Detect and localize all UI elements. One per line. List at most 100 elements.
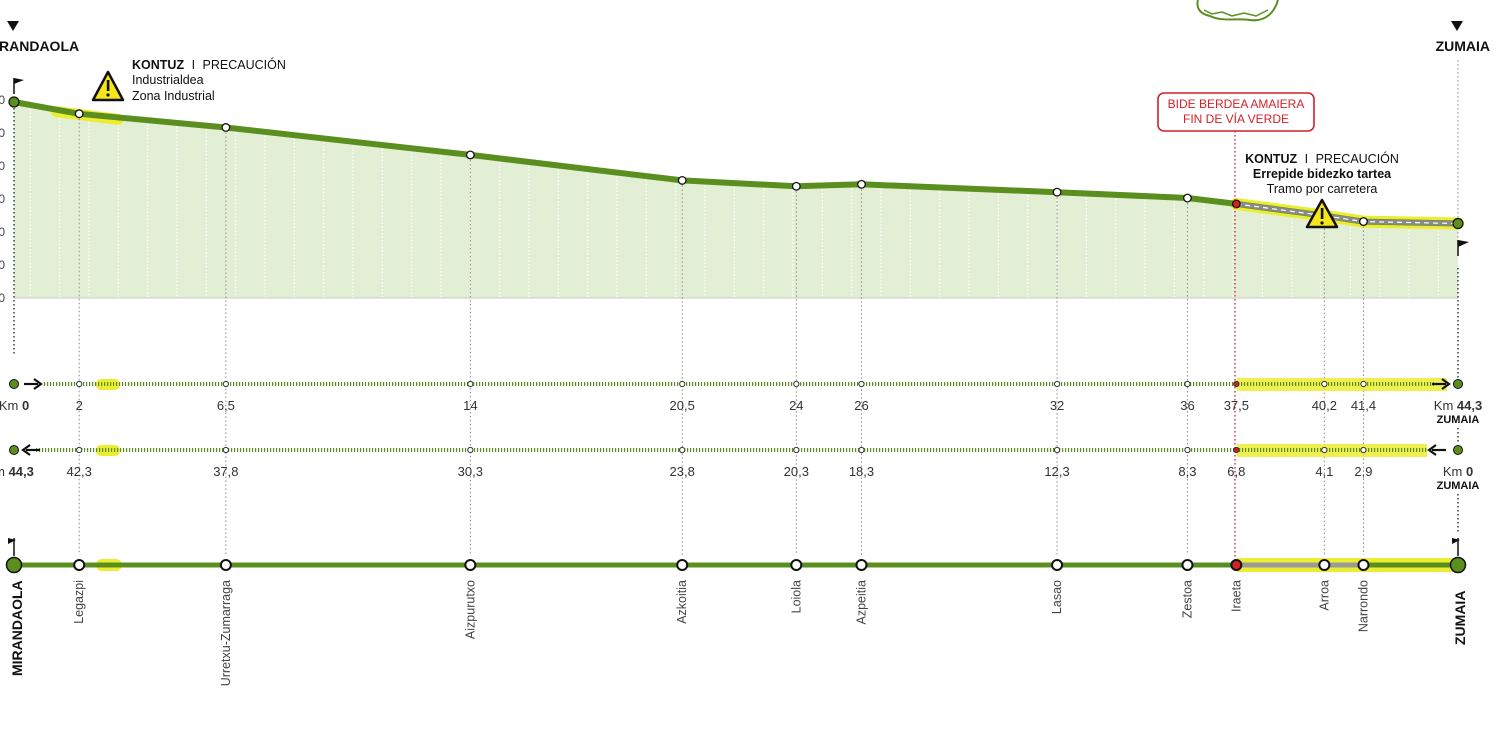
forward-start-dot — [9, 379, 19, 389]
profile-station-dot — [791, 181, 801, 191]
profile-station-dot — [677, 175, 687, 185]
profile-station-dots — [74, 109, 1368, 227]
km-label: 37,5 — [1224, 398, 1249, 413]
profile-station-dot — [465, 150, 475, 160]
end-of-greenway-label: BIDE BERDEA AMAIERA FIN DE VÍA VERDE — [1157, 92, 1315, 132]
km-label: 12,3 — [1044, 464, 1069, 479]
station-name: Lasao — [1050, 580, 1064, 614]
arrow-left-icon — [21, 444, 40, 456]
warning-line-1: Industrialdea — [132, 73, 204, 87]
y-tick-label: 0 — [0, 225, 5, 239]
end-flag-icon — [1452, 538, 1460, 556]
end-marker-arrow-icon — [1451, 21, 1463, 31]
warning-icon — [1305, 198, 1339, 229]
station-name: Azpeitia — [854, 580, 868, 625]
station-dot — [676, 559, 689, 571]
start-station-dot — [5, 556, 23, 574]
km-end-value: 44,3 — [1457, 398, 1482, 413]
end-vertical-name: ZUMAIA — [1452, 591, 1468, 645]
start-marker-arrow-icon — [7, 21, 19, 31]
y-tick-label: 0 — [0, 291, 5, 305]
arrow-left-icon — [1427, 444, 1446, 456]
y-axis-ticks: 0 0 0 0 0 0 0 — [0, 93, 5, 305]
profile-start-dot — [8, 96, 20, 108]
y-tick-label: 0 — [0, 159, 5, 173]
elevation-area — [14, 102, 1458, 298]
station-dot — [1051, 559, 1064, 571]
station-name: Azkoitia — [675, 580, 689, 624]
km-end-place: ZUMAIA — [1437, 414, 1480, 426]
km-label: 41,4 — [1351, 398, 1376, 413]
y-tick-label: 0 — [0, 258, 5, 272]
start-flag-icon — [8, 538, 16, 556]
station-dot — [464, 559, 477, 571]
separator: I — [192, 58, 195, 72]
km-label: 2,9 — [1354, 464, 1372, 479]
km-dot — [679, 380, 686, 388]
y-tick-label: 0 — [0, 126, 5, 140]
reverse-start-dot — [9, 445, 19, 455]
km-label: 20,3 — [784, 464, 809, 479]
km-label: 18,3 — [849, 464, 874, 479]
km-prefix: Km — [1434, 398, 1454, 413]
station-name: Narrondo — [1356, 580, 1370, 632]
kontuz-label: KONTUZ — [132, 58, 184, 72]
km-label: 14 — [463, 398, 477, 413]
station-name: Legazpi — [72, 580, 86, 624]
end-greenway-line-1: BIDE BERDEA AMAIERA — [1168, 97, 1305, 111]
station-dot — [790, 559, 803, 571]
linear-route-map: MIRANDAOLA ZUMAIA Legazpi Urretxu-Zumarra… — [5, 538, 1468, 686]
svg-text:Km 0: Km 0 — [1443, 464, 1473, 479]
km-start-value: 0 — [22, 398, 29, 413]
station-dot — [1230, 559, 1243, 571]
svg-text:m 44,3: m 44,3 — [0, 464, 34, 479]
profile-station-dot — [1183, 193, 1192, 203]
km-dot — [222, 380, 229, 388]
warning-icon — [91, 70, 125, 102]
km-dot — [1360, 446, 1367, 454]
industrial-warning: KONTUZ I PRECAUCIÓN Industrialdea Zona I… — [91, 57, 286, 103]
km-dot — [1233, 380, 1240, 388]
svg-text:Km 44,3: Km 44,3 — [1434, 398, 1482, 413]
warning-line-2: Tramo por carretera — [1267, 182, 1378, 196]
logo-fragment-detail — [1203, 9, 1269, 17]
km-dot — [1321, 380, 1328, 388]
km-dot — [1053, 446, 1061, 454]
km-dot — [679, 446, 686, 454]
profile-end-dot — [1452, 217, 1464, 230]
svg-text:Km 0: Km 0 — [0, 398, 29, 413]
km-dot — [858, 380, 865, 388]
km-dot — [222, 446, 229, 454]
km-label: 24 — [789, 398, 803, 413]
km-label: 32 — [1050, 398, 1064, 413]
km-prefix: Km — [0, 398, 18, 413]
km-dot — [793, 380, 800, 388]
end-greenway-line-2: FIN DE VÍA VERDE — [1183, 111, 1289, 126]
arrow-right-icon — [24, 378, 43, 390]
reverse-km-marks: 42,3 37,8 30,3 23,8 20,3 18,3 12,3 8,3 6,8 4,1 2,9 — [67, 446, 1373, 479]
station-dot — [1357, 559, 1370, 571]
warning-line-1: Errepide bidezko tartea — [1253, 167, 1392, 181]
road-section-band — [1237, 378, 1447, 391]
separator: I — [1305, 152, 1308, 166]
km-label: 2 — [76, 398, 83, 413]
station-name: Aizpurutxo — [463, 580, 477, 639]
km-dot — [76, 380, 83, 388]
station-name: Zestoa — [1180, 580, 1194, 618]
forward-km-row: Km 0 Km 44,3 ZUMAIA — [0, 378, 1482, 426]
road-warning: KONTUZ I PRECAUCIÓN Errepide bidezko tar… — [1245, 151, 1399, 229]
km-label: 30,3 — [458, 464, 483, 479]
profile-station-dot — [221, 123, 231, 132]
end-station-dot — [1449, 556, 1467, 574]
km-label: 6,8 — [1227, 464, 1245, 479]
km-dot — [1233, 446, 1240, 454]
station-name: Iraeta — [1229, 580, 1243, 612]
km-label: 4,1 — [1315, 464, 1333, 479]
precaucion-label: PRECAUCIÓN — [203, 57, 286, 72]
start-flag-icon — [13, 78, 24, 94]
reverse-km-row: m 44,3 Km 0 ZUMAIA — [0, 444, 1479, 492]
start-vertical-name: MIRANDAOLA — [9, 580, 25, 676]
start-name: RANDAOLA — [0, 38, 79, 54]
station-name: Urretxu-Zumarraga — [219, 580, 233, 686]
km-end-value: 0 — [1466, 464, 1473, 479]
